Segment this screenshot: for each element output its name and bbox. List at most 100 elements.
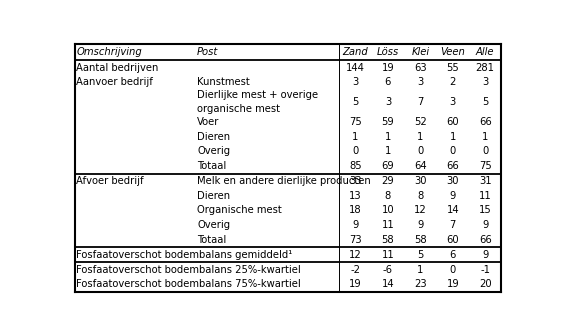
Text: -6: -6 bbox=[383, 265, 393, 275]
Text: Dieren: Dieren bbox=[197, 191, 230, 201]
Text: 73: 73 bbox=[349, 235, 362, 245]
Text: 5: 5 bbox=[352, 97, 359, 107]
Text: 59: 59 bbox=[382, 117, 395, 127]
Text: 6: 6 bbox=[450, 250, 456, 260]
Text: Totaal: Totaal bbox=[197, 161, 226, 171]
Text: 1: 1 bbox=[352, 132, 359, 142]
Text: 1: 1 bbox=[450, 132, 456, 142]
Text: 7: 7 bbox=[417, 97, 424, 107]
Text: 1: 1 bbox=[417, 132, 424, 142]
Text: 3: 3 bbox=[450, 97, 456, 107]
Text: Zand: Zand bbox=[343, 47, 368, 57]
Text: 7: 7 bbox=[450, 220, 456, 230]
Text: 66: 66 bbox=[479, 235, 492, 245]
Text: 2: 2 bbox=[450, 77, 456, 87]
Text: 64: 64 bbox=[414, 161, 427, 171]
Text: 75: 75 bbox=[479, 161, 492, 171]
Text: 60: 60 bbox=[446, 117, 459, 127]
Text: 0: 0 bbox=[450, 265, 456, 275]
Text: 11: 11 bbox=[382, 220, 395, 230]
Text: Aantal bedrijven: Aantal bedrijven bbox=[76, 63, 158, 73]
Text: -2: -2 bbox=[351, 265, 360, 275]
Text: 0: 0 bbox=[482, 146, 488, 156]
Text: 20: 20 bbox=[479, 279, 492, 289]
Text: 31: 31 bbox=[479, 176, 492, 186]
Text: 58: 58 bbox=[414, 235, 427, 245]
Text: 3: 3 bbox=[482, 77, 488, 87]
Text: 19: 19 bbox=[446, 279, 459, 289]
Text: 15: 15 bbox=[479, 206, 492, 215]
Text: Fosfaatoverschot bodembalans gemiddeld¹: Fosfaatoverschot bodembalans gemiddeld¹ bbox=[76, 250, 293, 260]
Text: Kunstmest: Kunstmest bbox=[197, 77, 250, 87]
Text: 11: 11 bbox=[479, 191, 492, 201]
Text: 3: 3 bbox=[417, 77, 424, 87]
Text: 19: 19 bbox=[382, 63, 395, 73]
Text: 69: 69 bbox=[382, 161, 395, 171]
Text: 52: 52 bbox=[414, 117, 427, 127]
Text: 9: 9 bbox=[352, 220, 359, 230]
Text: Veen: Veen bbox=[441, 47, 465, 57]
Text: 1: 1 bbox=[385, 146, 391, 156]
Text: 281: 281 bbox=[475, 63, 495, 73]
Text: 33: 33 bbox=[349, 176, 362, 186]
Text: 0: 0 bbox=[450, 146, 456, 156]
Text: Klei: Klei bbox=[411, 47, 429, 57]
Text: 0: 0 bbox=[417, 146, 424, 156]
Text: Alle: Alle bbox=[476, 47, 495, 57]
Text: 3: 3 bbox=[352, 77, 359, 87]
Text: Melk en andere dierlijke producten: Melk en andere dierlijke producten bbox=[197, 176, 371, 186]
Text: Omschrijving: Omschrijving bbox=[76, 47, 142, 57]
Text: 85: 85 bbox=[349, 161, 362, 171]
Text: 63: 63 bbox=[414, 63, 427, 73]
Text: 14: 14 bbox=[446, 206, 459, 215]
Text: 12: 12 bbox=[414, 206, 427, 215]
Text: 66: 66 bbox=[479, 117, 492, 127]
Text: 29: 29 bbox=[382, 176, 395, 186]
Text: 0: 0 bbox=[352, 146, 359, 156]
Text: 9: 9 bbox=[450, 191, 456, 201]
Text: Post: Post bbox=[197, 47, 219, 57]
Text: Organische mest: Organische mest bbox=[197, 206, 282, 215]
Text: Löss: Löss bbox=[377, 47, 399, 57]
Text: 14: 14 bbox=[382, 279, 394, 289]
Text: 12: 12 bbox=[349, 250, 362, 260]
Text: 1: 1 bbox=[417, 265, 424, 275]
Text: Dierlijke mest + overige: Dierlijke mest + overige bbox=[197, 90, 318, 101]
Text: Overig: Overig bbox=[197, 146, 230, 156]
Text: 75: 75 bbox=[349, 117, 362, 127]
Text: Afvoer bedrijf: Afvoer bedrijf bbox=[76, 176, 144, 186]
Text: 18: 18 bbox=[349, 206, 362, 215]
Text: 11: 11 bbox=[382, 250, 395, 260]
Text: 10: 10 bbox=[382, 206, 394, 215]
Text: 8: 8 bbox=[417, 191, 424, 201]
Text: 8: 8 bbox=[385, 191, 391, 201]
Text: 13: 13 bbox=[349, 191, 362, 201]
Text: Aanvoer bedrijf: Aanvoer bedrijf bbox=[76, 77, 153, 87]
Text: 19: 19 bbox=[349, 279, 362, 289]
Text: Totaal: Totaal bbox=[197, 235, 226, 245]
Text: 9: 9 bbox=[482, 250, 488, 260]
Text: Fosfaatoverschot bodembalans 75%-kwartiel: Fosfaatoverschot bodembalans 75%-kwartie… bbox=[76, 279, 301, 289]
Text: 55: 55 bbox=[446, 63, 459, 73]
Text: 23: 23 bbox=[414, 279, 427, 289]
Text: 30: 30 bbox=[447, 176, 459, 186]
Text: 3: 3 bbox=[385, 97, 391, 107]
Text: 6: 6 bbox=[385, 77, 391, 87]
Text: 1: 1 bbox=[482, 132, 488, 142]
Text: 9: 9 bbox=[417, 220, 424, 230]
Text: 60: 60 bbox=[446, 235, 459, 245]
Text: Overig: Overig bbox=[197, 220, 230, 230]
Text: organische mest: organische mest bbox=[197, 104, 280, 114]
Text: 30: 30 bbox=[414, 176, 427, 186]
Text: 58: 58 bbox=[382, 235, 394, 245]
Text: Voer: Voer bbox=[197, 117, 220, 127]
Text: 144: 144 bbox=[346, 63, 365, 73]
Text: Dieren: Dieren bbox=[197, 132, 230, 142]
Text: -1: -1 bbox=[480, 265, 490, 275]
Text: 5: 5 bbox=[482, 97, 488, 107]
Text: 66: 66 bbox=[446, 161, 459, 171]
Text: 5: 5 bbox=[417, 250, 424, 260]
Text: 1: 1 bbox=[385, 132, 391, 142]
Text: Fosfaatoverschot bodembalans 25%-kwartiel: Fosfaatoverschot bodembalans 25%-kwartie… bbox=[76, 265, 301, 275]
Text: 9: 9 bbox=[482, 220, 488, 230]
